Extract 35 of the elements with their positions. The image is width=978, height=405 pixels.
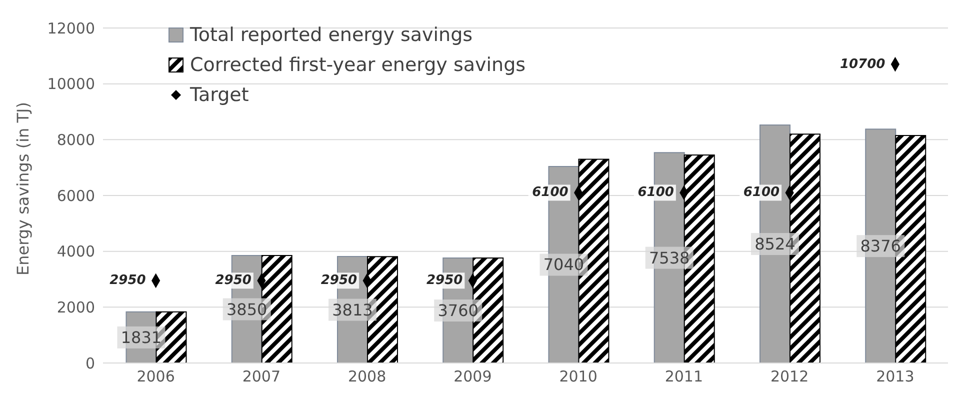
y-tick-label: 2000 <box>56 298 95 316</box>
y-tick-label: 0 <box>85 354 95 372</box>
y-tick-label: 6000 <box>56 186 95 205</box>
data-label: 6100 <box>743 185 780 200</box>
data-label: 3760 <box>438 301 478 320</box>
x-tick-label: 2010 <box>559 368 598 386</box>
data-label: 3813 <box>332 300 373 320</box>
y-tick-label: 4000 <box>56 242 95 261</box>
data-label: 8376 <box>860 236 901 256</box>
legend-label: Total reported energy savings <box>190 23 473 48</box>
data-label: 2950 <box>426 273 463 288</box>
x-tick-label: 2012 <box>770 368 809 386</box>
data-label: 2950 <box>320 273 358 288</box>
data-label: 7040 <box>543 255 584 274</box>
x-tick-label: 2008 <box>348 368 386 386</box>
legend-label: Target <box>190 83 249 108</box>
y-tick-label: 8000 <box>56 130 95 149</box>
x-tick-label: 2007 <box>242 368 281 386</box>
data-label: 1831 <box>120 328 162 347</box>
y-axis-title: Energy savings (in TJ) <box>14 102 33 276</box>
data-label: 3850 <box>226 300 268 319</box>
data-label: 8524 <box>754 234 796 254</box>
x-tick-label: 2009 <box>454 368 492 386</box>
data-label: 6100 <box>532 185 568 200</box>
data-label: 7538 <box>649 248 690 268</box>
x-tick-label: 2006 <box>136 368 175 386</box>
data-label: 2950 <box>215 273 252 288</box>
data-label: 10700 <box>840 56 886 72</box>
legend-label: Corrected first-year energy savings <box>190 53 526 78</box>
x-tick-label: 2013 <box>876 368 914 386</box>
data-label: 6100 <box>638 185 674 200</box>
y-tick-label: 10000 <box>47 75 95 94</box>
x-tick-label: 2011 <box>664 368 704 386</box>
y-tick-label: 12000 <box>47 19 95 38</box>
data-label: 2950 <box>110 273 146 288</box>
